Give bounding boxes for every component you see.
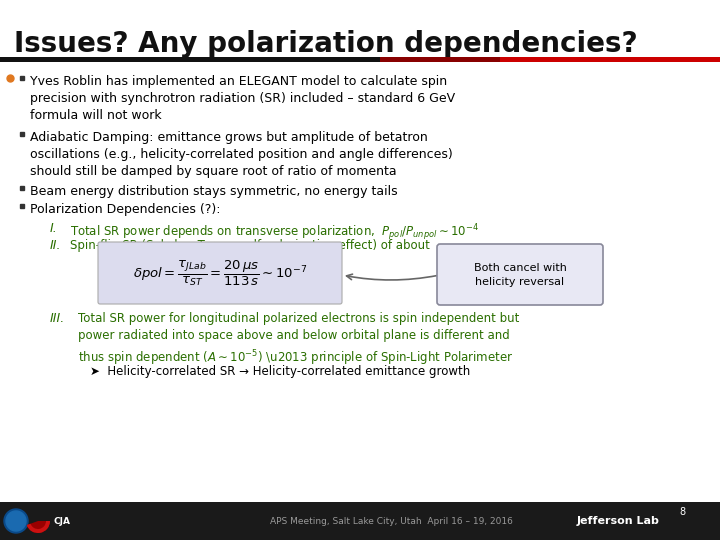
Text: II.: II. [50, 239, 61, 252]
Bar [0, 502, 720, 540]
Text: Total SR power for longitudinal polarized electrons is spin independent but
powe: Total SR power for longitudinal polarize… [78, 312, 519, 368]
Text: Issues? Any polarization dependencies?: Issues? Any polarization dependencies? [14, 30, 638, 58]
Text: Spin-flip SR (Sokolov–Ternov self-polarization effect) of about: Spin-flip SR (Sokolov–Ternov self-polari… [70, 239, 430, 252]
Circle shape [6, 511, 26, 531]
Text: ➤  Helicity-correlated SR → Helicity-correlated emittance growth: ➤ Helicity-correlated SR → Helicity-corr… [90, 365, 470, 378]
Text: Beam energy distribution stays symmetric, no energy tails: Beam energy distribution stays symmetric… [30, 185, 397, 198]
Text: $\delta pol = \dfrac{\tau_{JLab}}{\tau_{ST}} = \dfrac{20\,\mu s}{113\,s} \sim 10: $\delta pol = \dfrac{\tau_{JLab}}{\tau_{… [132, 258, 307, 288]
FancyBboxPatch shape [437, 244, 603, 305]
Text: Total SR power depends on transverse polarization,  $P_{pol}/P_{unpol}{\sim}10^{: Total SR power depends on transverse pol… [70, 222, 480, 242]
Wedge shape [27, 521, 50, 533]
Circle shape [4, 509, 28, 533]
Bar [380, 57, 720, 62]
Text: Jefferson Lab: Jefferson Lab [577, 516, 660, 526]
FancyBboxPatch shape [98, 242, 342, 304]
Text: III.: III. [50, 312, 66, 325]
Text: Adiabatic Damping: emittance grows but amplitude of betatron
oscillations (e.g.,: Adiabatic Damping: emittance grows but a… [30, 131, 453, 178]
Bar [500, 57, 720, 62]
Text: APS Meeting, Salt Lake City, Utah  April 16 – 19, 2016: APS Meeting, Salt Lake City, Utah April … [270, 516, 513, 525]
Text: Yves Roblin has implemented an ELEGANT model to calculate spin
precision with sy: Yves Roblin has implemented an ELEGANT m… [30, 75, 455, 123]
Text: Polarization Dependencies (?):: Polarization Dependencies (?): [30, 203, 220, 216]
Wedge shape [27, 521, 50, 533]
Text: Both cancel with
helicity reversal: Both cancel with helicity reversal [474, 263, 567, 287]
Bar [0, 57, 720, 62]
Text: CJA: CJA [53, 516, 70, 525]
Text: 8: 8 [679, 507, 685, 517]
Text: I.: I. [50, 222, 58, 235]
